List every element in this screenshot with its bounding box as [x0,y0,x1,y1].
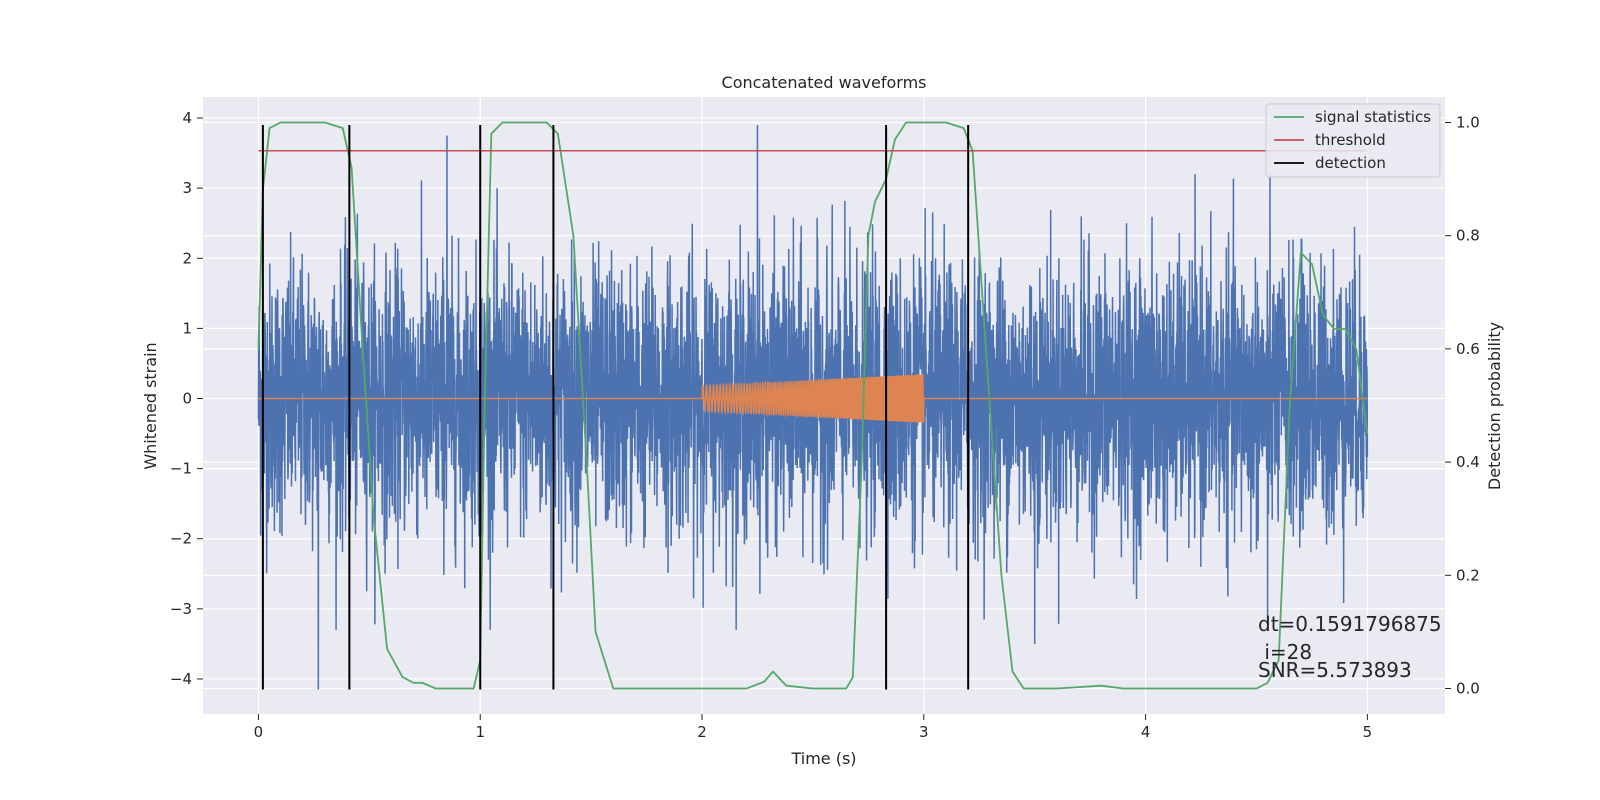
y2-tick-label: 1.0 [1456,113,1480,131]
x-tick-label: 4 [1141,723,1151,741]
legend-label-threshold: threshold [1315,131,1386,149]
x-tick-label: 5 [1363,723,1373,741]
y-tick-label: 3 [182,179,192,197]
y2-tick-label: 0.0 [1456,680,1480,698]
x-tick-label: 1 [475,723,485,741]
annotation-snr: SNR=5.573893 [1258,658,1412,682]
y-tick-label: 2 [182,249,192,267]
y2-tick-label: 0.6 [1456,340,1480,358]
y2-axis-label: Detection probability [1485,322,1504,490]
x-tick-label: 3 [919,723,929,741]
y-tick-label: 4 [182,109,192,127]
annotation-dt: dt=0.1591796875 [1258,612,1442,636]
x-axis-label: Time (s) [790,749,856,768]
statistics-series-line [257,121,1369,690]
legend-label-statistics: signal statistics [1315,108,1431,126]
legend: signal statistics threshold detection [1265,103,1441,178]
y2-tick-label: 0.2 [1456,566,1480,584]
x-tick-label: 0 [254,723,264,741]
y-tick-label: −3 [170,600,192,618]
y2-tick-label: 0.4 [1456,453,1480,471]
chart-title: Concatenated waveforms [722,73,927,92]
annotation-i: i=28 [1258,640,1312,664]
y-axis-label: Whitened strain [141,342,160,469]
legend-box [1265,103,1441,178]
y-tick-label: −4 [170,670,192,688]
legend-label-detection: detection [1315,154,1386,172]
x-tick-label: 2 [697,723,707,741]
y-tick-label: 1 [182,319,192,337]
y2-tick-label: 0.8 [1456,227,1480,245]
y-tick-label: −1 [170,460,192,478]
y-tick-label: 0 [182,389,192,407]
y-tick-label: −2 [170,530,192,548]
